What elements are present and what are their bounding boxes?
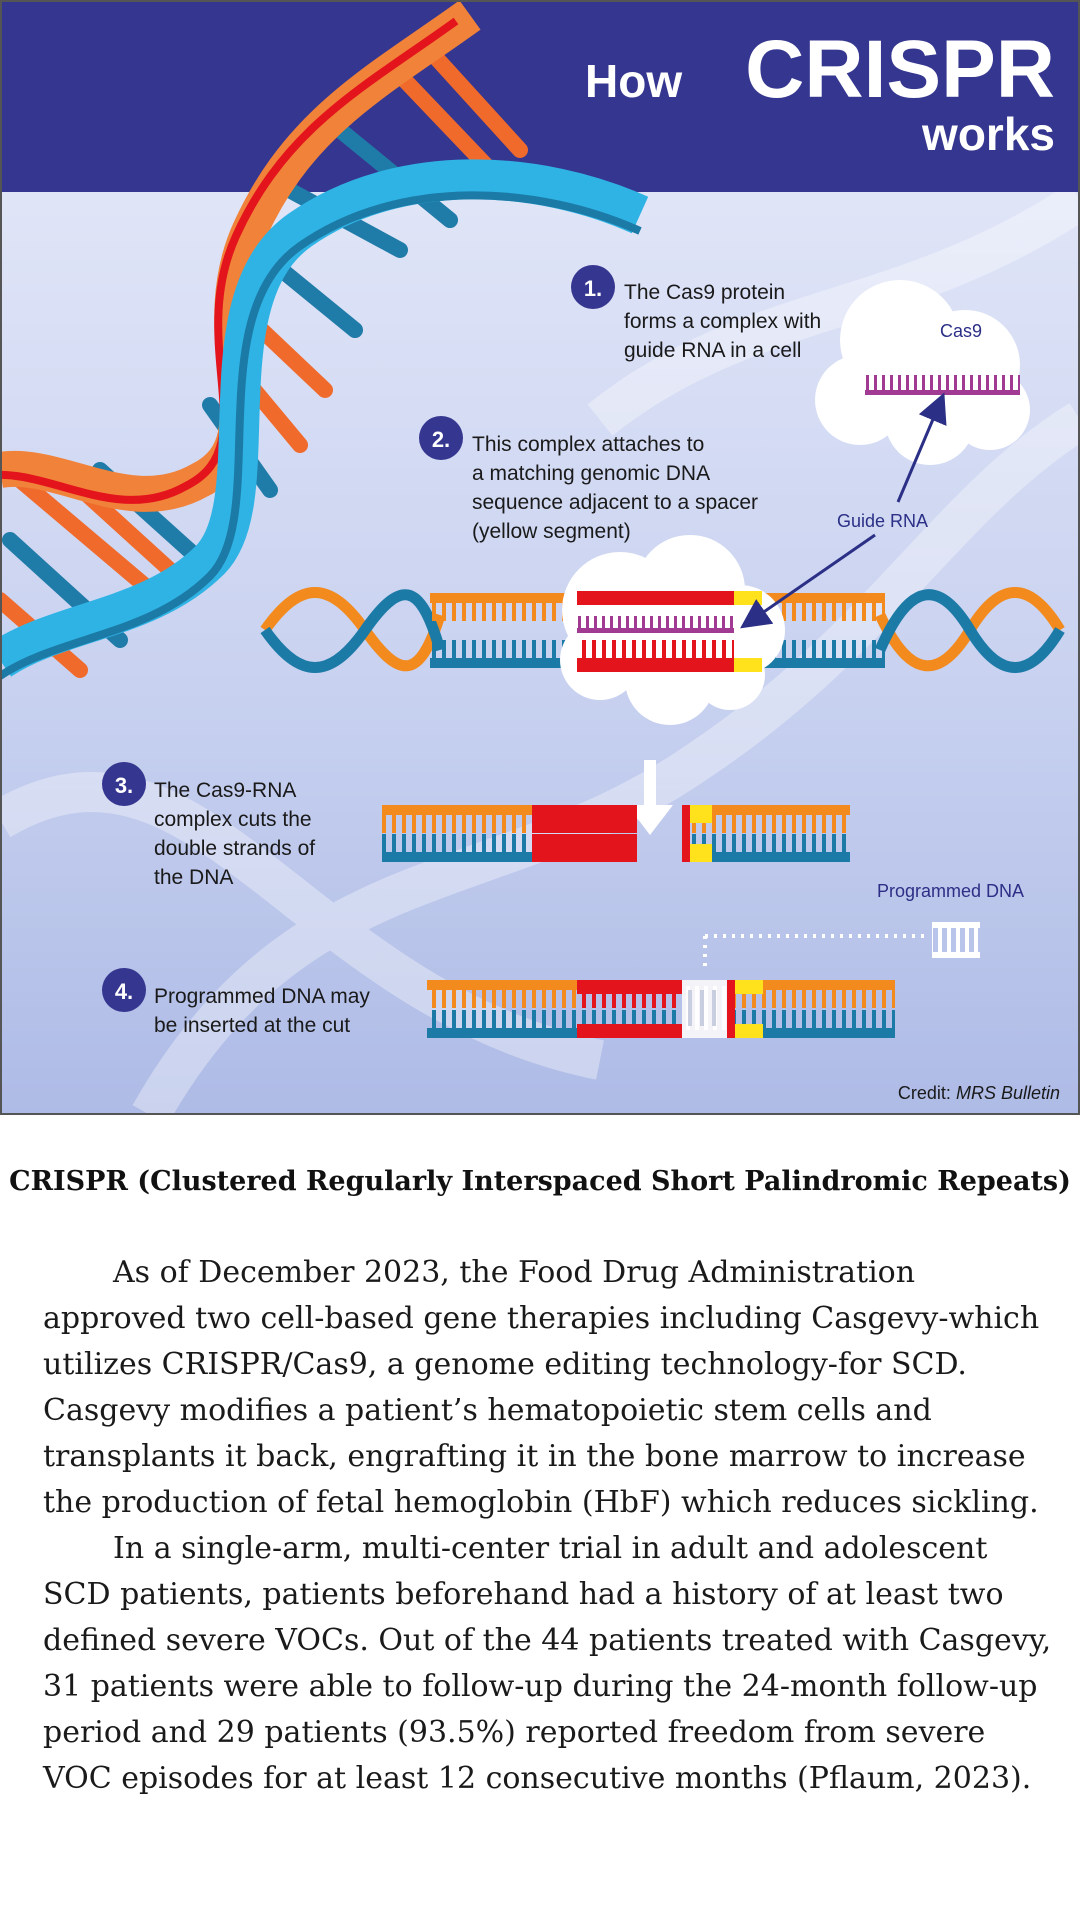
step-1: 1. The Cas9 protein forms a complex with… xyxy=(571,265,821,362)
step-2-number: 2. xyxy=(432,427,450,452)
step-4: 4. Programmed DNA may be inserted at the… xyxy=(102,968,370,1037)
step-3-line-3: double strands of xyxy=(154,837,315,860)
step-1-line-3: guide RNA in a cell xyxy=(624,339,801,362)
step-2-line-3: sequence adjacent to a spacer xyxy=(472,491,758,514)
step-1-line-1: The Cas9 protein xyxy=(624,281,785,304)
guide-rna-label: Guide RNA xyxy=(837,511,928,531)
step-1-number: 1. xyxy=(584,276,602,301)
step-3-cut-dna xyxy=(382,805,850,862)
step-2: 2. This complex attaches to a matching g… xyxy=(419,416,758,543)
paragraph-1: As of December 2023, the Food Drug Admin… xyxy=(43,1255,1040,1520)
step-4-line-2: be inserted at the cut xyxy=(154,1014,350,1037)
step-2-line-2: a matching genomic DNA xyxy=(472,462,710,485)
step-3-line-1: The Cas9-RNA xyxy=(154,779,296,802)
step-3-badge xyxy=(102,762,146,806)
step-2-line-4: (yellow segment) xyxy=(472,520,631,543)
cut-arrow xyxy=(627,760,673,835)
credit-line: Credit: MRS Bulletin xyxy=(898,1083,1060,1103)
figure-caption: CRISPR (Clustered Regularly Interspaced … xyxy=(9,1166,1071,1197)
guide-rna-arrow-up xyxy=(896,392,947,503)
title-crispr: CRISPR xyxy=(745,24,1055,115)
guide-rna-arrow-down xyxy=(740,533,876,629)
step-3-line-4: the DNA xyxy=(154,866,233,889)
step-3: 3. The Cas9-RNA complex cuts the double … xyxy=(102,762,315,889)
cas9-guide-rna-strand xyxy=(865,390,1020,395)
infographic-frame xyxy=(0,0,1080,1115)
step-3-number: 3. xyxy=(115,773,133,798)
step-2-badge xyxy=(419,416,463,460)
title-banner xyxy=(0,0,1080,192)
step-2-line-1: This complex attaches to xyxy=(472,433,704,456)
programmed-dna-label: Programmed DNA xyxy=(877,881,1024,901)
paragraph-2: In a single-arm, multi-center trial in a… xyxy=(43,1531,1052,1796)
step-1-line-2: forms a complex with xyxy=(624,310,821,333)
step-4-line-1: Programmed DNA may xyxy=(154,985,370,1008)
step-2-dna-strand xyxy=(260,533,1065,725)
cas9-label: Cas9 xyxy=(940,321,982,341)
title-how: How xyxy=(585,55,682,107)
dna-helix-illustration xyxy=(0,0,649,680)
step-4-badge xyxy=(102,968,146,1012)
step-3-line-2: complex cuts the xyxy=(154,808,312,831)
title-works: works xyxy=(921,108,1055,160)
step-1-badge xyxy=(571,265,615,309)
step-4-repaired-dna xyxy=(427,980,895,1038)
body-text: As of December 2023, the Food Drug Admin… xyxy=(43,1250,1053,1802)
crispr-infographic: How CRISPR works 1. The Cas9 protei xyxy=(0,0,1080,1115)
step-4-number: 4. xyxy=(115,979,133,1004)
credit-source: MRS Bulletin xyxy=(956,1083,1060,1103)
credit-prefix: Credit: xyxy=(898,1083,956,1103)
cas9-cloud: Cas9 xyxy=(815,280,1030,503)
programmed-dna-fragment xyxy=(703,922,980,972)
